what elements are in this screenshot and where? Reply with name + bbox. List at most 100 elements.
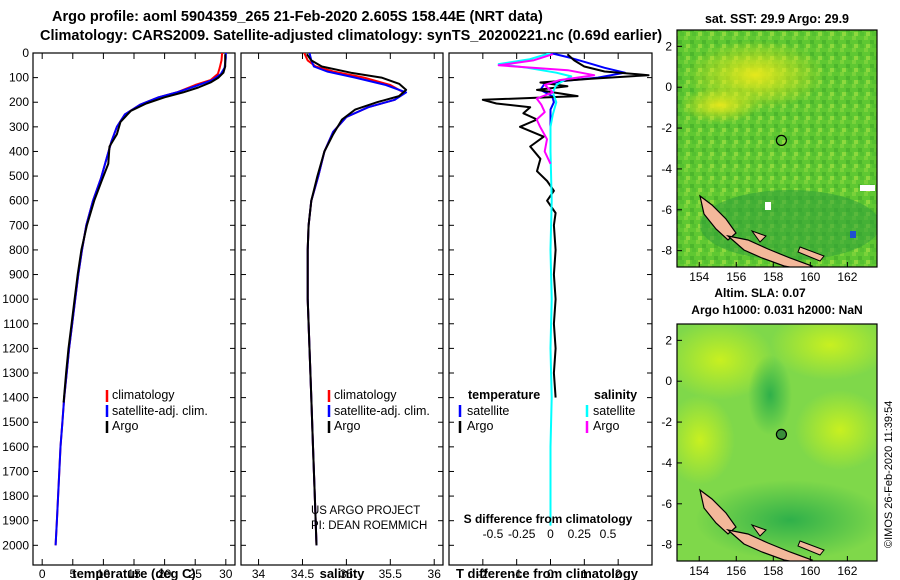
map-lat-tick-label: -4	[661, 456, 672, 470]
x-tick-label: 35.5	[379, 567, 403, 580]
s-diff-tick-label: 0	[547, 527, 554, 541]
map-lat-tick-label: -6	[661, 497, 672, 511]
map-lon-tick-label: 156	[726, 564, 746, 578]
island-land	[797, 246, 825, 262]
x-tick-label: -2	[477, 567, 488, 580]
salinity-legend: climatology satellite-adj. clim. Argo	[327, 388, 430, 433]
y-tick-label: 1200	[2, 341, 29, 355]
x-tick-label: 25	[189, 567, 203, 580]
legend-t-satellite-label: satellite	[467, 404, 509, 418]
x-tick-label: 0	[547, 567, 554, 580]
sla-high-patch	[795, 390, 877, 470]
y-tick-label: 300	[9, 120, 29, 134]
legend-temperature-title: temperature	[468, 388, 540, 402]
y-tick-label: 1000	[2, 292, 29, 306]
map-lon-tick-label: 158	[763, 564, 783, 578]
salinity-panel: 34 34.5 35 35.5 36 climatology satellite-adj…	[240, 52, 444, 580]
map-lat-tick-label: 2	[665, 39, 672, 53]
salinity-axes-box	[240, 52, 444, 566]
sst-map-title: sat. SST: 29.9 Argo: 29.9	[705, 12, 849, 26]
y-tick-label: 200	[9, 95, 29, 109]
map-lat-tick-label: -2	[661, 415, 672, 429]
figure-title-line2: Climatology: CARS2009. Satellite-adjuste…	[40, 28, 662, 44]
legend-satellite-adj-label: satellite-adj. clim.	[112, 404, 208, 418]
difference-legend: temperature satellite Argo salinity sate…	[458, 388, 637, 433]
sla-map-frame	[676, 323, 878, 562]
y-tick-label: 1500	[2, 415, 29, 429]
x-tick-label: 1	[581, 567, 588, 580]
x-tick-label: 34.5	[291, 567, 315, 580]
s-diff-tick-label: 0.25	[568, 527, 592, 541]
map-lon-tick-label: 160	[800, 270, 820, 284]
legend-argo-label: Argo	[112, 419, 138, 433]
sst-map-frame	[676, 29, 878, 268]
s-diff-tick-label: -0.5	[483, 527, 504, 541]
map-lon-tick-label: 158	[763, 270, 783, 284]
x-tick-label: -1	[511, 567, 522, 580]
sla-high-patch	[677, 395, 735, 485]
solomon-islands-land	[725, 234, 814, 267]
map-lon-tick-label: 156	[726, 270, 746, 284]
y-tick-label: 1100	[3, 317, 29, 331]
sst-map: sat. SST: 29.9 Argo: 29.9 154 156 158 160 16…	[661, 12, 878, 284]
difference-series-t-argo	[481, 53, 650, 398]
sla-map: Altim. SLA: 0.07 Argo h1000: 0.031 h2000…	[661, 286, 878, 578]
map-lon-tick-label: 160	[800, 564, 820, 578]
x-tick-label: 2	[615, 567, 622, 580]
map-lat-tick-label: 0	[665, 80, 672, 94]
legend-t-argo-label: Argo	[467, 419, 493, 433]
x-tick-label: 20	[158, 567, 172, 580]
legend-satellite-adj-label: satellite-adj. clim.	[334, 404, 430, 418]
legend-s-argo-label: Argo	[593, 419, 619, 433]
y-tick-label: 800	[9, 243, 29, 257]
y-tick-label: 1300	[2, 366, 29, 380]
project-annotation: US ARGO PROJECT	[311, 505, 420, 517]
pi-annotation: PI: DEAN ROEMMICH	[311, 520, 427, 532]
legend-climatology-label: climatology	[112, 388, 175, 402]
x-tick-label: 10	[97, 567, 111, 580]
map-lat-tick-label: -8	[661, 538, 672, 552]
argo-height-label: Argo h1000: 0.031 h2000: NaN	[691, 303, 862, 317]
difference-series-s-satellite	[497, 53, 573, 526]
map-lon-tick-label: 154	[689, 564, 709, 578]
legend-climatology-label: climatology	[334, 388, 397, 402]
map-lat-tick-label: 2	[665, 333, 672, 347]
solomon-islands-land	[725, 528, 814, 561]
sla-high-patch	[770, 324, 877, 380]
y-tick-label: 0	[22, 46, 29, 60]
salinity-x-axis-label: salinity	[320, 566, 366, 580]
map-lon-tick-label: 154	[689, 270, 709, 284]
x-tick-label: 5	[69, 567, 76, 580]
temperature-series-satellite-adj-clim	[54, 53, 227, 546]
map-lat-tick-label: -2	[661, 121, 672, 135]
x-tick-label: 36	[428, 567, 442, 580]
temperature-legend: climatology satellite-adj. clim. Argo	[105, 388, 208, 433]
map-lat-tick-label: -4	[661, 162, 672, 176]
s-difference-title: S difference from climatology	[464, 512, 633, 526]
x-tick-label: 34	[252, 567, 266, 580]
sst-warm-patch	[680, 87, 760, 123]
temperature-panel: 0100200300400500600700800900100011001200…	[2, 46, 236, 580]
sla-low-patch	[748, 355, 792, 435]
sst-cool-pixel	[850, 231, 856, 238]
temperature-x-axis-label: temperature (deg C)	[72, 566, 196, 580]
map-lon-tick-label: 162	[837, 270, 857, 284]
argo-float-marker	[775, 428, 788, 440]
s-diff-tick-label: -0.25	[508, 527, 536, 541]
y-tick-label: 1800	[2, 489, 29, 503]
t-difference-x-axis-label: T difference from climatology	[456, 566, 639, 580]
y-tick-label: 400	[9, 144, 29, 158]
x-tick-label: 0	[39, 567, 46, 580]
temperature-axes-box	[32, 52, 236, 566]
island-land	[750, 523, 767, 537]
y-tick-label: 500	[9, 169, 29, 183]
argo-float-marker	[775, 134, 788, 146]
x-tick-label: 35	[340, 567, 354, 580]
legend-salinity-title: salinity	[594, 388, 637, 402]
legend-argo-label: Argo	[334, 419, 360, 433]
salinity-series-argo	[306, 53, 408, 546]
map-lat-tick-label: 0	[665, 374, 672, 388]
y-tick-label: 1900	[2, 514, 29, 528]
island-land	[797, 540, 825, 556]
